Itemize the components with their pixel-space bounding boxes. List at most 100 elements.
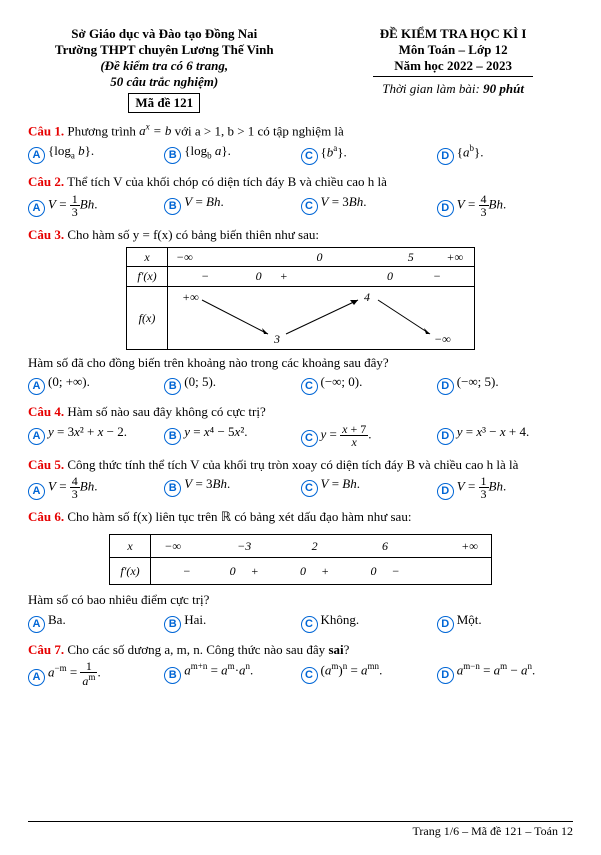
q6-a-text: Ba. <box>48 612 66 627</box>
circle-b-icon: B <box>164 428 181 445</box>
q4-opt-a[interactable]: Ay = 3x² + x − 2. <box>28 423 164 448</box>
header-left: Sở Giáo dục và Đào tạo Đồng Nai Trường T… <box>28 26 301 113</box>
q1-label: Câu 1. <box>28 123 64 138</box>
hdr-right-1: ĐỀ KIỂM TRA HỌC KÌ I <box>333 26 573 42</box>
hdr-left-3: (Đề kiểm tra có 6 trang, <box>28 58 301 74</box>
q1-text-post: với a > 1, b > 1 có tập nghiệm là <box>171 123 343 138</box>
q7-options: Aa−m = 1am. Bam+n = am·an. C(am)n = amn.… <box>28 660 573 687</box>
exam-code-box: Mã đề 121 <box>128 93 200 113</box>
question-5: Câu 5. Công thức tính thể tích V của khố… <box>28 456 573 501</box>
q4-label: Câu 4. <box>28 404 64 419</box>
q1-opt-b[interactable]: B{logb a}. <box>164 142 300 165</box>
q1-text-pre: Phương trình <box>67 123 139 138</box>
q1-formula: ax = b <box>139 123 171 138</box>
circle-b-icon: B <box>164 667 181 684</box>
question-1: Câu 1. Phương trình ax = b với a > 1, b … <box>28 121 573 165</box>
q6-sign-table: x −∞−326+∞ f′(x) −0 +0 +0 − <box>109 534 492 585</box>
q3-opt-b[interactable]: B(0; 5). <box>164 373 300 395</box>
q6-ask: Hàm số có bao nhiêu điểm cực trị? <box>28 591 573 609</box>
q6-x-row: −∞−326+∞ <box>151 534 492 557</box>
q2-opt-d[interactable]: DV = 43Bh. <box>437 193 573 218</box>
q3-fx-label: f(x) <box>127 286 168 349</box>
q3-ask: Hàm số đã cho đồng biến trên khoảng nào … <box>28 354 573 372</box>
q6-text: Cho hàm số f(x) liên tục trên ℝ có bảng … <box>67 509 411 524</box>
q2-opt-c[interactable]: CV = 3Bh. <box>301 193 437 218</box>
q7-opt-d[interactable]: Dam−n = am − an. <box>437 660 573 687</box>
q3-variation-table: x −∞05+∞ f′(x) −0 +0 − f(x) +∞ 4 3 <box>126 247 475 349</box>
circle-d-icon: D <box>437 428 454 445</box>
question-4: Câu 4. Hàm số nào sau đây không có cực t… <box>28 403 573 448</box>
q3-opt-a[interactable]: A(0; +∞). <box>28 373 164 395</box>
q7-opt-b[interactable]: Bam+n = am·an. <box>164 660 300 687</box>
header: Sở Giáo dục và Đào tạo Đồng Nai Trường T… <box>28 26 573 113</box>
circle-d-icon: D <box>437 483 454 500</box>
circle-c-icon: C <box>301 480 318 497</box>
q6-d-text: Một. <box>457 612 482 627</box>
circle-b-icon: B <box>164 147 181 164</box>
header-underline <box>373 75 533 77</box>
q4-opt-b[interactable]: By = x⁴ − 5x². <box>164 423 300 448</box>
question-6: Câu 6. Cho hàm số f(x) liên tục trên ℝ c… <box>28 508 573 632</box>
question-7: Câu 7. Cho các số dương a, m, n. Công th… <box>28 641 573 688</box>
q5-opt-a[interactable]: AV = 43Bh. <box>28 475 164 500</box>
q7-opt-c[interactable]: C(am)n = amn. <box>301 660 437 687</box>
q3-text: Cho hàm số y = f(x) có bảng biến thiên n… <box>67 227 319 242</box>
q2-opt-a[interactable]: AV = 13Bh. <box>28 193 164 218</box>
q6-fp-label: f′(x) <box>110 558 151 585</box>
q6-opt-b[interactable]: BHai. <box>164 611 300 633</box>
q3-x-label: x <box>127 248 168 267</box>
q5-opt-d[interactable]: DV = 13Bh. <box>437 475 573 500</box>
q6-fp-row: −0 +0 +0 − <box>151 558 492 585</box>
q1-opt-c[interactable]: C{ba}. <box>301 142 437 165</box>
q6-opt-a[interactable]: ABa. <box>28 611 164 633</box>
q7-opt-a[interactable]: Aa−m = 1am. <box>28 660 164 687</box>
page: Sở Giáo dục và Đào tạo Đồng Nai Trường T… <box>0 0 601 855</box>
q7-text-post: ? <box>344 642 350 657</box>
question-3: Câu 3. Cho hàm số y = f(x) có bảng biến … <box>28 226 573 395</box>
q6-opt-c[interactable]: CKhông. <box>301 611 437 633</box>
q3-fp-label: f′(x) <box>127 267 168 286</box>
q6-options: ABa. BHai. CKhông. DMột. <box>28 611 573 633</box>
q2-opt-b[interactable]: BV = Bh. <box>164 193 300 218</box>
q4-text: Hàm số nào sau đây không có cực trị? <box>67 404 265 419</box>
svg-text:3: 3 <box>273 332 280 346</box>
q3-label: Câu 3. <box>28 227 64 242</box>
q6-label: Câu 6. <box>28 509 64 524</box>
circle-a-icon: A <box>28 669 45 686</box>
q4-options: Ay = 3x² + x − 2. By = x⁴ − 5x². Cy = x … <box>28 423 573 448</box>
circle-a-icon: A <box>28 147 45 164</box>
q6-opt-d[interactable]: DMột. <box>437 611 573 633</box>
q6-c-text: Không. <box>321 612 360 627</box>
question-2: Câu 2. Thể tích V của khối chóp có diện … <box>28 173 573 218</box>
q4-opt-c[interactable]: Cy = x + 7x. <box>301 423 437 448</box>
time-value: 90 phút <box>483 81 524 96</box>
circle-c-icon: C <box>301 148 318 165</box>
circle-a-icon: A <box>28 378 45 395</box>
circle-b-icon: B <box>164 378 181 395</box>
made-wrap: Mã đề 121 <box>28 90 301 113</box>
circle-c-icon: C <box>301 616 318 633</box>
circle-a-icon: A <box>28 616 45 633</box>
circle-b-icon: B <box>164 480 181 497</box>
q6-b-text: Hai. <box>184 612 206 627</box>
hdr-left-1: Sở Giáo dục và Đào tạo Đồng Nai <box>28 26 301 42</box>
header-right: ĐỀ KIỂM TRA HỌC KÌ I Môn Toán – Lớp 12 N… <box>333 26 573 113</box>
circle-c-icon: C <box>301 430 318 447</box>
q1-opt-d[interactable]: D{ab}. <box>437 142 573 165</box>
q1-opt-a[interactable]: A{loga b}. <box>28 142 164 165</box>
q5-opt-b[interactable]: BV = 3Bh. <box>164 475 300 500</box>
q3-opt-c[interactable]: C(−∞; 0). <box>301 373 437 395</box>
q3-b-text: (0; 5). <box>184 374 216 389</box>
circle-b-icon: B <box>164 616 181 633</box>
q6-x-label: x <box>110 534 151 557</box>
q5-opt-c[interactable]: CV = Bh. <box>301 475 437 500</box>
time-label: Thời gian làm bài: <box>382 81 483 96</box>
hdr-left-4: 50 câu trắc nghiệm) <box>28 74 301 90</box>
svg-text:−∞: −∞ <box>434 332 451 346</box>
q3-opt-d[interactable]: D(−∞; 5). <box>437 373 573 395</box>
q1-options: A{loga b}. B{logb a}. C{ba}. D{ab}. <box>28 142 573 165</box>
q4-opt-d[interactable]: Dy = x³ − x + 4. <box>437 423 573 448</box>
q5-label: Câu 5. <box>28 457 64 472</box>
q3-a-text: (0; +∞). <box>48 374 90 389</box>
circle-b-icon: B <box>164 198 181 215</box>
